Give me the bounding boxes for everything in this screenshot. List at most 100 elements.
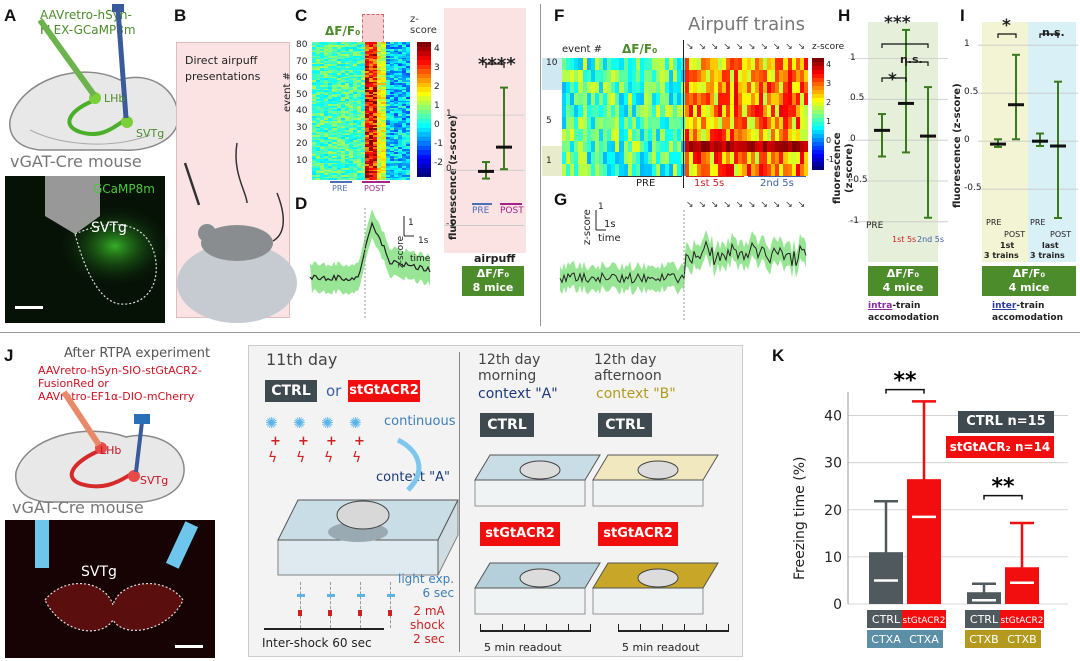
- heat-cell: [373, 54, 378, 57]
- heat-cell: [348, 131, 354, 134]
- heat-cell: [328, 145, 333, 148]
- cbar-cell: [417, 69, 431, 74]
- heat-cell: [705, 93, 711, 106]
- heat-cell: [348, 71, 354, 74]
- heat-cell: [779, 58, 784, 71]
- heat-cell: [324, 74, 329, 77]
- heat-cell: [320, 173, 325, 176]
- heat-cell: [381, 102, 386, 105]
- heat-cell: [377, 83, 382, 86]
- heat-cell: [393, 59, 399, 62]
- heat-cell: [385, 148, 391, 152]
- heat-cell: [373, 100, 378, 103]
- heat-cell: [336, 43, 342, 46]
- heat-cell: [373, 129, 378, 133]
- heat-cell: [336, 48, 342, 52]
- heat-cell: [668, 81, 674, 94]
- heat-cell: [631, 69, 637, 83]
- heat-cell: [721, 93, 727, 106]
- heat-cell: [324, 150, 329, 153]
- heat-cell: [344, 42, 350, 45]
- heat-cell: [320, 112, 325, 115]
- heat-cell: [771, 93, 776, 106]
- heat-cell: [336, 114, 342, 117]
- heat-cell: [393, 114, 399, 117]
- heat-cell: [393, 173, 399, 176]
- heat-cell: [312, 45, 317, 48]
- heat-cell: [348, 152, 354, 155]
- heat-cell: [623, 164, 629, 176]
- heat-cell: [377, 104, 382, 107]
- heat-cell: [332, 142, 337, 145]
- heat-cell: [623, 128, 629, 142]
- heat-cell: [405, 124, 410, 128]
- heat-cell: [348, 167, 354, 171]
- heat-cell: [365, 154, 370, 157]
- heat-cell: [340, 52, 346, 55]
- heat-cell: [361, 128, 366, 131]
- heat-cell: [324, 111, 329, 114]
- heat-cell: [627, 128, 633, 142]
- heat-cell: [340, 150, 346, 153]
- heat-cell: [312, 79, 317, 83]
- heat-cell: [405, 57, 410, 60]
- heat-cell: [365, 131, 370, 134]
- heat-cell: [697, 93, 702, 106]
- heat-cell: [340, 88, 346, 91]
- heat-cell: [401, 60, 407, 64]
- heat-cell: [348, 150, 354, 153]
- heat-cell: [328, 161, 333, 164]
- cbar-cell: [417, 172, 431, 177]
- heat-cell: [389, 90, 395, 93]
- heat-cell: [369, 166, 374, 169]
- heat-cell: [369, 123, 374, 126]
- heat-cell: [373, 112, 378, 115]
- airpuff-icon: ↘: [772, 42, 781, 52]
- heat-cell: [397, 79, 403, 83]
- heat-cell: [762, 152, 768, 165]
- heat-cell: [705, 152, 711, 165]
- heat-cell: [348, 143, 354, 146]
- heat-cell: [397, 173, 403, 176]
- heat-cell: [381, 126, 386, 129]
- airpuff-icon: ↘: [723, 42, 731, 52]
- heat-cell: [348, 129, 354, 133]
- heat-cell: [320, 162, 325, 165]
- light-line-2: 6 sec: [422, 586, 455, 600]
- heat-cell: [397, 142, 403, 145]
- heat-cell: [344, 147, 350, 150]
- heat-cell: [361, 147, 366, 150]
- heat-cell: [332, 64, 337, 67]
- heat-cell: [340, 81, 346, 84]
- heat-cell: [324, 107, 329, 110]
- heat-cell: [377, 54, 382, 57]
- heat-cell: [316, 174, 321, 178]
- heat-cell: [381, 136, 386, 140]
- heat-cell: [738, 164, 743, 176]
- zscore-label-d: z-score: [396, 235, 406, 268]
- heat-cell: [377, 123, 382, 126]
- heat-cell: [598, 93, 604, 106]
- heat-cell: [365, 78, 370, 81]
- heat-cell: [324, 69, 329, 72]
- heat-cell: [340, 47, 346, 50]
- sig-k1: **: [893, 369, 917, 394]
- heat-cell: [369, 76, 374, 79]
- heat-cell: [397, 59, 403, 62]
- heat-cell: [405, 176, 410, 179]
- heat-cell: [324, 50, 329, 53]
- heat-cell: [324, 60, 329, 64]
- cbar-cell: [812, 98, 824, 103]
- heat-cell: [783, 69, 788, 83]
- heat-cell: [754, 128, 760, 142]
- heat-cell: [316, 131, 321, 134]
- heat-cell: [389, 43, 395, 46]
- heat-cell: [312, 67, 317, 71]
- heat-cell: [726, 93, 731, 106]
- heat-cell: [631, 140, 637, 153]
- heat-cell: [328, 157, 333, 160]
- heat-cell: [336, 164, 342, 167]
- heat-cell: [397, 90, 403, 93]
- heat-cell: [377, 138, 382, 141]
- heat-cell: [328, 138, 333, 141]
